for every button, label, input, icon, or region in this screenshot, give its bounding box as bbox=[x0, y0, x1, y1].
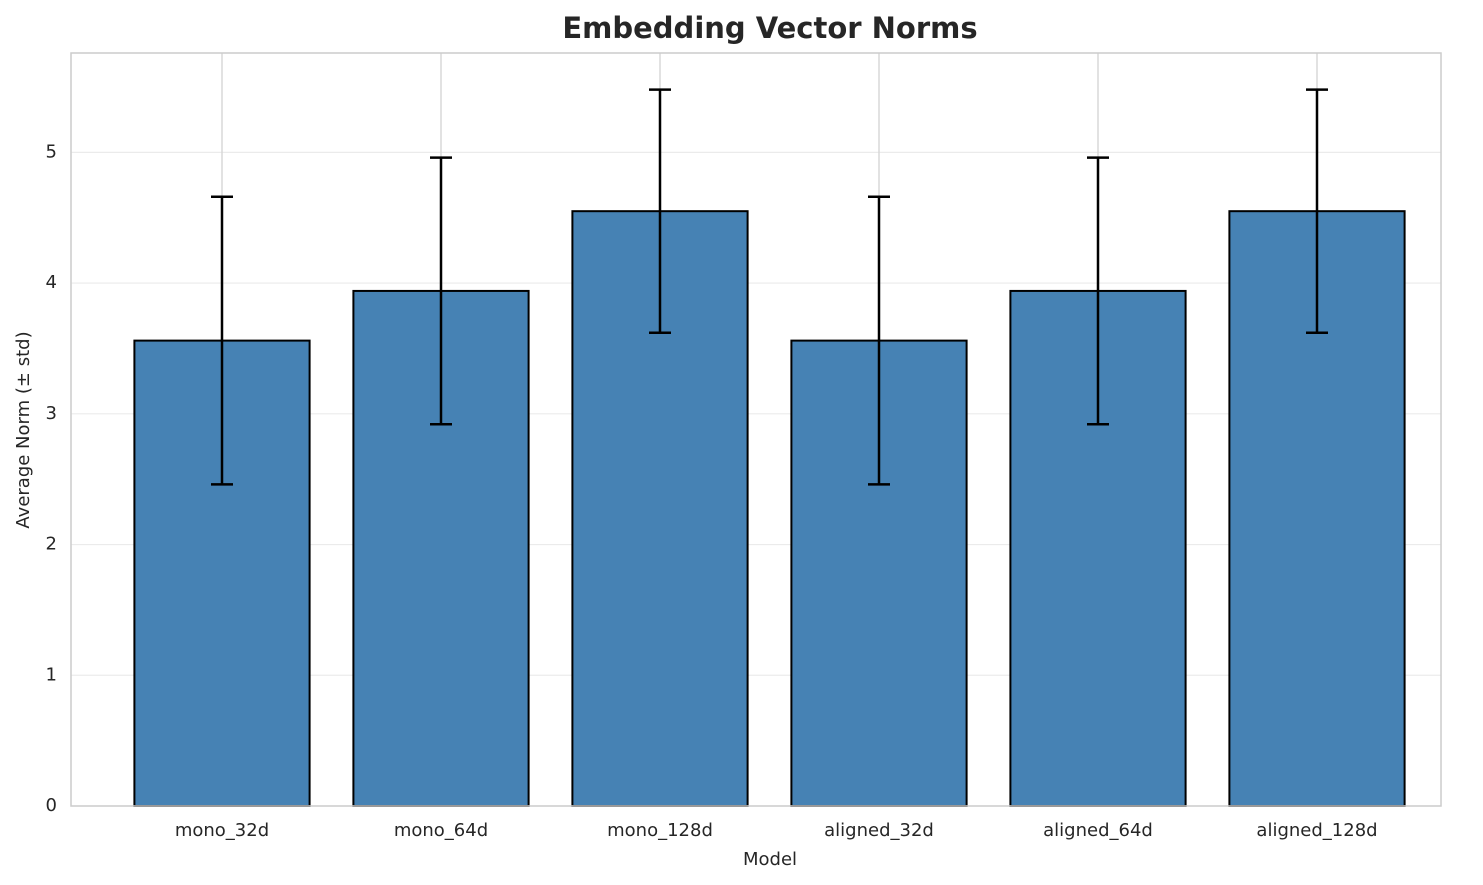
chart-title: Embedding Vector Norms bbox=[562, 11, 977, 45]
x-axis-label: Model bbox=[743, 849, 797, 870]
error-bar bbox=[211, 195, 233, 486]
y-tick-label: 3 bbox=[46, 403, 57, 424]
x-tick-label: aligned_32d bbox=[824, 820, 934, 841]
y-tick-label: 2 bbox=[46, 534, 57, 555]
x-tick-label: mono_128d bbox=[607, 820, 713, 841]
x-tick-label: aligned_64d bbox=[1043, 820, 1153, 841]
error-bar bbox=[649, 88, 671, 335]
x-tick-label: aligned_128d bbox=[1256, 820, 1377, 841]
y-axis-label: Average Norm (± std) bbox=[13, 331, 34, 528]
x-tick-label: mono_32d bbox=[175, 820, 269, 841]
y-tick-label: 1 bbox=[46, 664, 57, 685]
error-bar bbox=[1306, 88, 1328, 335]
x-tick-label: mono_64d bbox=[394, 820, 488, 841]
error-bar bbox=[430, 156, 452, 426]
axes-frame bbox=[70, 52, 1442, 807]
y-tick-label: 0 bbox=[46, 795, 57, 816]
y-tick-label: 4 bbox=[46, 272, 57, 293]
error-bar bbox=[1087, 156, 1109, 426]
y-tick-label: 5 bbox=[46, 141, 57, 162]
error-bar bbox=[868, 195, 890, 486]
marks bbox=[133, 88, 1406, 808]
